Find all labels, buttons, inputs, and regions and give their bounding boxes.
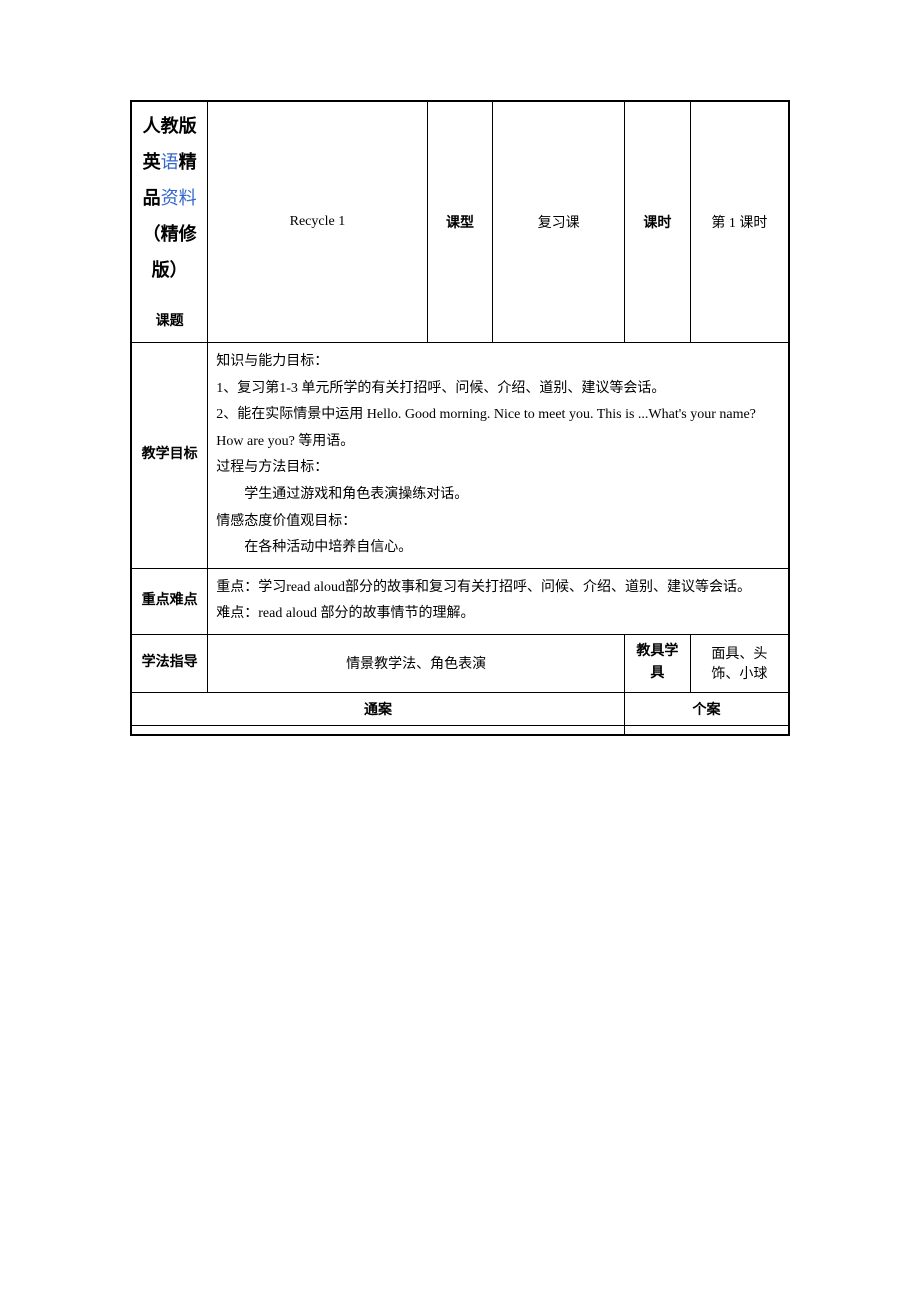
process-header: 过程与方法目标：	[216, 455, 780, 482]
keypoints-label-cell: 重点难点	[131, 568, 208, 634]
keypoints-content: 重点：学习read aloud部分的故事和复习有关打招呼、问候、介绍、道别、建议…	[208, 568, 789, 634]
keypoint-key: 重点：学习read aloud部分的故事和复习有关打招呼、问候、介绍、道别、建议…	[216, 575, 780, 602]
keshi-label: 课时	[643, 216, 671, 231]
emotion-1: 在各种活动中培养自信心。	[216, 535, 780, 562]
tools-value: 面具、头饰、小球	[711, 647, 767, 682]
methods-row: 学法指导 情景教学法、角色表演 教具学具 面具、头饰、小球	[131, 634, 789, 692]
empty-row	[131, 725, 789, 735]
title-label-cell: 人教版英语精品资料 （精修版） 课题	[131, 101, 208, 343]
tools-label: 教具学具	[633, 641, 682, 686]
methods-value: 情景教学法、角色表演	[346, 657, 486, 672]
methods-label: 学法指导	[140, 652, 199, 674]
objectives-content: 知识与能力目标： 1、复习第1-3 单元所学的有关打招呼、问候、介绍、道别、建议…	[208, 343, 789, 569]
knowledge-1: 1、复习第1-3 单元所学的有关打招呼、问候、介绍、道别、建议等会话。	[216, 376, 780, 403]
tongan-cell: 通案	[131, 692, 624, 725]
ketype-label-cell: 课型	[427, 101, 493, 343]
title-p5: （精修版）	[143, 224, 197, 280]
lesson-title-cell: Recycle 1	[208, 101, 427, 343]
header-row: 人教版英语精品资料 （精修版） 课题 Recycle 1 课型 复习课 课时 第…	[131, 101, 789, 343]
tools-value-cell: 面具、头饰、小球	[690, 634, 789, 692]
tongan-label: 通案	[364, 703, 392, 718]
gean-cell: 个案	[624, 692, 789, 725]
knowledge-header: 知识与能力目标：	[216, 349, 780, 376]
ketype-value: 复习课	[538, 216, 580, 231]
methods-value-cell: 情景教学法、角色表演	[208, 634, 625, 692]
lesson-plan-table: 人教版英语精品资料 （精修版） 课题 Recycle 1 课型 复习课 课时 第…	[130, 100, 790, 736]
keshi-value: 第 1 课时	[711, 216, 767, 231]
ketype-label: 课型	[446, 216, 474, 231]
keypoint-difficulty: 难点：read aloud 部分的故事情节的理解。	[216, 601, 780, 628]
knowledge-2: 2、能在实际情景中运用 Hello. Good morning. Nice to…	[216, 402, 780, 455]
gean-label: 个案	[692, 703, 720, 718]
process-1: 学生通过游戏和角色表演操练对话。	[216, 482, 780, 509]
title-p4: 资料	[161, 188, 197, 208]
title-text: 人教版英语精品资料 （精修版）	[140, 108, 199, 288]
objectives-row: 教学目标 知识与能力目标： 1、复习第1-3 单元所学的有关打招呼、问候、介绍、…	[131, 343, 789, 569]
emotion-header: 情感态度价值观目标：	[216, 509, 780, 536]
methods-label-cell: 学法指导	[131, 634, 208, 692]
keshi-label-cell: 课时	[624, 101, 690, 343]
objectives-label: 教学目标	[140, 441, 199, 469]
keypoints-label: 重点难点	[140, 587, 199, 615]
tools-label-cell: 教具学具	[624, 634, 690, 692]
empty-left	[131, 725, 624, 735]
keshi-value-cell: 第 1 课时	[690, 101, 789, 343]
empty-right	[624, 725, 789, 735]
keypoints-row: 重点难点 重点：学习read aloud部分的故事和复习有关打招呼、问候、介绍、…	[131, 568, 789, 634]
objectives-label-cell: 教学目标	[131, 343, 208, 569]
lesson-title: Recycle 1	[290, 214, 346, 229]
footer-header-row: 通案 个案	[131, 692, 789, 725]
ketype-value-cell: 复习课	[493, 101, 625, 343]
keti-label: 课题	[140, 308, 199, 336]
title-p2: 语	[161, 152, 179, 172]
